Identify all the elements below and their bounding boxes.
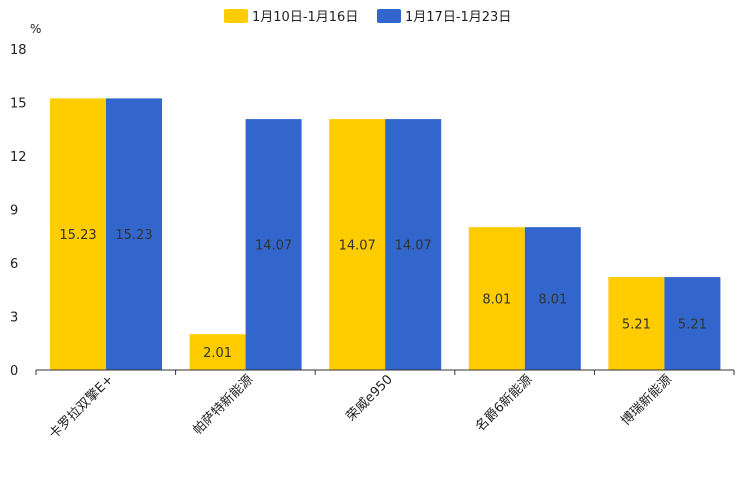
y-tick-label: 9 [10, 204, 18, 219]
y-tick-label: 18 [10, 43, 27, 58]
bar-1-4 [468, 227, 525, 370]
data-label-1-1: 15.23 [59, 228, 96, 243]
data-label-1-4: 8.01 [482, 293, 511, 308]
y-tick-label: 12 [10, 150, 27, 165]
bar-2-3 [385, 119, 442, 371]
data-label-2-4: 8.01 [538, 293, 567, 308]
legend-swatch-1 [224, 9, 248, 23]
x-tick-label: 帕萨特新能源 [190, 372, 256, 438]
y-tick-label: 6 [10, 257, 18, 272]
y-tick-label: 0 [10, 364, 18, 379]
data-labels: 15.23 15.23 2.01 14.07 14.07 14.07 8.01 8.01 5.2… [59, 228, 706, 361]
bar-1-5 [608, 277, 665, 370]
data-label-2-5: 5.21 [678, 318, 707, 333]
bar-1-2 [189, 334, 246, 370]
bar-2-1 [106, 98, 162, 371]
x-tick-label: 卡罗拉双擎E+ [47, 372, 117, 442]
bar-1-1 [50, 98, 106, 371]
data-label-1-3: 14.07 [339, 239, 376, 254]
bar-2-5 [664, 277, 721, 370]
x-axis: 卡罗拉双擎E+ 帕萨特新能源 荣威e950 名爵6新能源 博瑞新能源 [35, 370, 735, 442]
legend: 1月10日-1月16日 1月17日-1月23日 [224, 9, 511, 25]
y-tick-label: 15 [10, 97, 27, 112]
y-tick-label: 3 [10, 311, 18, 326]
y-axis: 0 3 6 9 12 15 18 [10, 43, 27, 379]
x-tick-label: 名爵6新能源 [472, 372, 535, 435]
x-tick-label: 荣威e950 [344, 372, 396, 424]
data-label-2-3: 14.07 [395, 239, 432, 254]
legend-label-2: 1月17日-1月23日 [405, 10, 511, 25]
bar-2-4 [524, 227, 581, 370]
data-label-2-1: 15.23 [115, 228, 152, 243]
legend-label-1: 1月10日-1月16日 [252, 10, 358, 25]
bars [50, 98, 721, 371]
y-axis-unit: % [30, 22, 41, 36]
bar-2-2 [245, 119, 302, 371]
x-tick-label: 博瑞新能源 [618, 372, 675, 429]
bar-1-3 [329, 119, 386, 371]
data-label-1-5: 5.21 [622, 318, 651, 333]
data-label-2-2: 14.07 [255, 239, 292, 254]
data-label-1-2: 2.01 [203, 346, 232, 361]
legend-swatch-2 [377, 9, 401, 23]
